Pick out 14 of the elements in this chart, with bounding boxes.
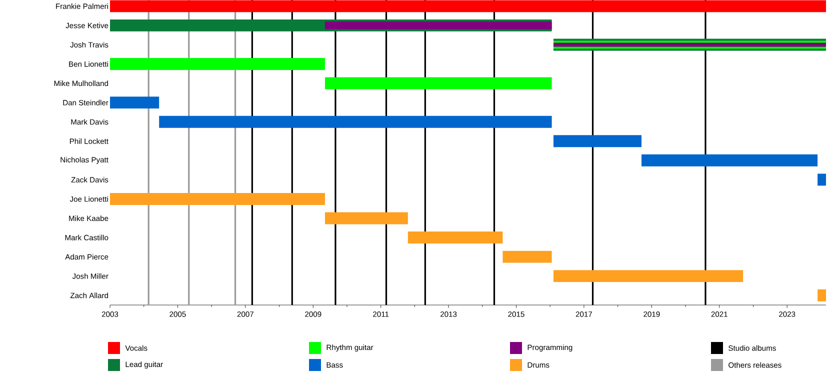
bar [553, 135, 642, 148]
bar [110, 96, 160, 109]
bar [642, 154, 818, 166]
bar [324, 212, 408, 224]
bar [818, 174, 826, 186]
bar [324, 77, 552, 90]
bar [408, 232, 503, 244]
bar [553, 270, 744, 282]
bar [110, 0, 826, 12]
bar [110, 192, 325, 205]
bar [502, 250, 552, 263]
bar [818, 289, 826, 302]
bar [159, 116, 552, 128]
bar [110, 58, 325, 70]
